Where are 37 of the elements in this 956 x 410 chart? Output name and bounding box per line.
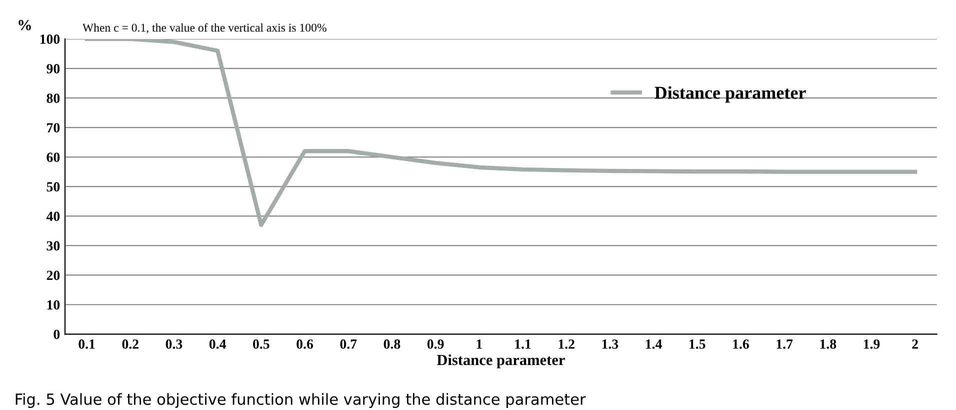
caption: Fig. 5 Value of the objective function while varying the distance parameter xyxy=(16,393,586,408)
x-tick-label: 2 xyxy=(912,339,918,349)
y-tick-label: 10 xyxy=(47,300,60,310)
x-tick-label: 0.7 xyxy=(340,339,357,349)
x-tick-label: 1 xyxy=(476,339,482,349)
y-tick-label: 50 xyxy=(46,182,60,192)
y-tick-label: 0 xyxy=(54,330,60,340)
y-tick-label: 100 xyxy=(40,34,60,44)
y-tick-label: 80 xyxy=(46,94,60,103)
x-tick-label: 0.5 xyxy=(253,339,270,349)
x-tick-label: 0.2 xyxy=(122,339,138,349)
x-tick-label: 1.2 xyxy=(558,339,574,349)
y-tick-label: 30 xyxy=(46,241,60,251)
y-tick-label: 40 xyxy=(46,212,60,222)
x-tick-label: 0.1 xyxy=(78,339,95,349)
x-tick-label: 0.6 xyxy=(296,339,314,349)
y-axis-title: % xyxy=(18,20,31,30)
x-tick-label: 0.3 xyxy=(166,339,182,349)
x-tick-label: 1.9 xyxy=(864,339,880,349)
x-tick-label: 0.4 xyxy=(209,339,226,349)
legend-label: Distance parameter xyxy=(654,86,806,103)
line-series xyxy=(84,38,918,228)
x-tick-label: 1.7 xyxy=(776,339,793,349)
x-tick-label: 0.9 xyxy=(427,339,444,349)
x-tick-label: 1.3 xyxy=(602,339,618,349)
x-tick-label: 1.1 xyxy=(515,339,531,349)
text: When c = 0.1, the value of the vertical axis is 100% xyxy=(82,23,326,34)
y-tick-label: 60 xyxy=(46,152,60,162)
y-tick-label: 90 xyxy=(46,64,60,74)
x-tick-label: 1.5 xyxy=(690,339,706,349)
y-tick-label: 70 xyxy=(47,123,60,132)
x-tick-label: 1.6 xyxy=(733,339,749,349)
x-tick-label: 1.4 xyxy=(646,339,662,349)
y-tick-label: 20 xyxy=(46,270,60,280)
x-tick-label: 1.8 xyxy=(820,339,836,349)
x-tick-label: 0.8 xyxy=(384,339,400,349)
x-axis-title: Distance parameter xyxy=(436,354,565,368)
